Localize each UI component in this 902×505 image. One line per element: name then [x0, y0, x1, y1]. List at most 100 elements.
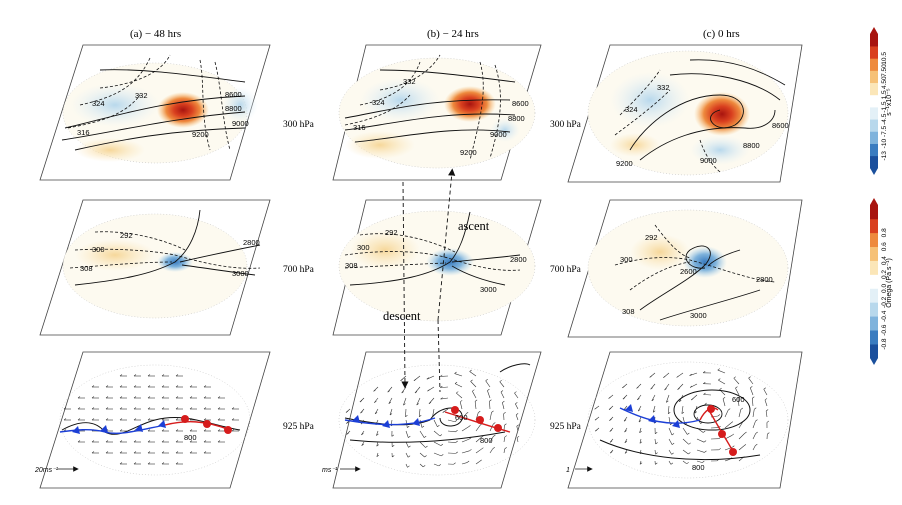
wind-vector	[749, 387, 754, 396]
colorbar-omega-tick: 0.8	[881, 228, 888, 237]
wind-vector	[461, 438, 470, 443]
wind-vector	[489, 448, 494, 454]
wind-vector	[682, 427, 688, 435]
wind-vector	[689, 372, 698, 376]
wind-vector-head	[652, 410, 656, 413]
colorbar-vorticity-swatch	[870, 70, 878, 84]
wind-vector-head	[175, 407, 179, 410]
wind-vector-head	[460, 400, 463, 403]
wind-vector-head	[609, 440, 613, 443]
colorbar-vorticity-swatch	[870, 46, 878, 59]
panel-b-925	[332, 351, 542, 489]
wind-vector-head	[650, 387, 653, 390]
wind-vector-head	[469, 449, 472, 452]
wind-vector	[475, 424, 481, 432]
wind-vector	[639, 460, 642, 465]
wind-vector-head	[516, 424, 519, 427]
contour-label-p700-2-2: 308	[622, 307, 635, 316]
wind-vector-head	[474, 399, 478, 402]
wind-vector-head	[161, 385, 165, 388]
wind-vector-head	[609, 429, 612, 432]
contour-label-p700-1-0: 292	[385, 228, 398, 237]
colorbar-omega-tick: 0.4	[881, 256, 888, 265]
wind-vector	[681, 405, 684, 414]
wind-vector	[475, 448, 482, 454]
column-title-b: (b) − 24 hrs	[427, 28, 479, 40]
wind-vector-head	[681, 411, 685, 414]
wind-vector	[474, 401, 477, 410]
wind-vector	[763, 389, 768, 396]
wind-vector-head	[414, 391, 418, 394]
wind-vector	[405, 430, 409, 438]
wind-vector-head	[91, 385, 95, 388]
wind-vector-head	[689, 385, 693, 388]
wind-vector-head	[752, 396, 755, 399]
wind-vector-head	[147, 429, 151, 432]
wind-vector-head	[442, 410, 445, 413]
wind-vector	[668, 427, 673, 436]
wind-vector-head	[133, 407, 137, 410]
wind-vector-head	[405, 415, 408, 418]
contour-label-p700-0-0: 292	[120, 231, 133, 240]
wind-vector-head	[91, 396, 95, 399]
colorbar-omega-swatch	[870, 274, 878, 289]
wind-vector-head	[719, 387, 722, 390]
wind-vector-head	[119, 429, 123, 432]
wind-vector	[515, 414, 519, 421]
wind-vector-head	[718, 448, 721, 451]
contour-label-p925-1-0: 800	[480, 436, 493, 445]
wind-vector-head	[668, 412, 671, 415]
wind-vector-head	[119, 385, 123, 388]
wind-vector-head	[189, 385, 193, 388]
colorbar-omega-swatch	[870, 246, 878, 261]
wind-vector-head	[77, 396, 81, 399]
wind-vector	[433, 430, 441, 437]
wind-vector-head	[119, 462, 123, 465]
wind-vector-head	[388, 401, 392, 404]
wind-vector-head	[133, 451, 137, 454]
contour-label-p700-2-1: 300	[620, 255, 633, 264]
wind-vector	[738, 409, 742, 418]
wind-vector-head	[77, 407, 81, 410]
wind-vector-head	[133, 418, 137, 421]
wind-vector-head	[161, 407, 165, 410]
wind-scale-label-b: ms⁻¹	[322, 467, 338, 474]
wind-vector	[433, 463, 439, 467]
wind-vector-head	[119, 374, 123, 377]
wind-vector-head	[189, 396, 193, 399]
colorbar-vorticity-max-arrow	[870, 27, 878, 34]
wind-vector	[637, 405, 642, 412]
wind-vector-head	[133, 385, 137, 388]
wind-vector-head	[407, 425, 410, 428]
wind-vector	[405, 452, 409, 458]
contour-label-p700-0-2: 308	[80, 264, 93, 273]
level-label-300-b: 300 hPa	[550, 120, 582, 130]
wind-vector-head	[147, 385, 151, 388]
wind-vector-head	[361, 443, 364, 446]
level-label-925-b: 925 hPa	[550, 422, 582, 432]
colorbar-vorticity-tick: 1.5	[881, 90, 888, 99]
wind-vector	[461, 450, 470, 454]
wind-vector-head	[735, 386, 738, 389]
wind-vector-head	[119, 407, 123, 410]
wind-vector-head	[133, 462, 137, 465]
wind-vector-head	[655, 452, 658, 455]
wind-vector-head	[456, 391, 459, 394]
panel-a-300	[39, 44, 271, 181]
wind-vector-head	[703, 381, 706, 384]
wind-vector-head	[479, 459, 482, 462]
contour-label-p700-1-2: 308	[345, 261, 358, 270]
wind-vector	[447, 419, 455, 423]
panel-c-925	[567, 351, 803, 489]
wind-vector	[515, 403, 519, 410]
wind-vector-head	[217, 396, 221, 399]
wind-scale-label-a: 20ms⁻¹	[34, 467, 59, 474]
descent-label: descent	[383, 309, 421, 323]
wind-vector	[433, 452, 442, 457]
wind-vector-head	[610, 451, 613, 454]
contour-label-p300-0-3: 8600	[225, 90, 242, 99]
wind-vector-head	[203, 440, 207, 443]
wind-vector-head	[655, 431, 658, 434]
wind-vector	[654, 449, 656, 455]
colorbar-omega-tick: -0.8	[881, 338, 888, 350]
